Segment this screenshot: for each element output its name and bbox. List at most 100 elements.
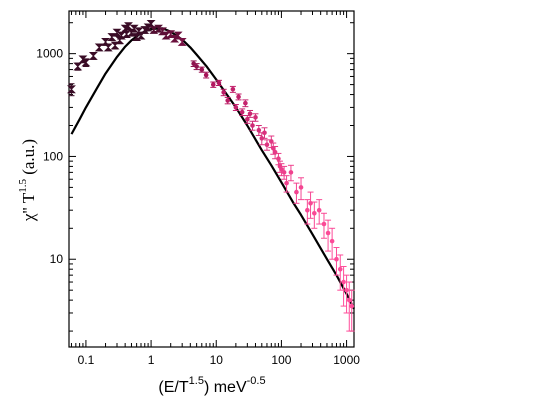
fit-curve: [70, 27, 355, 310]
circle-marker: [312, 210, 317, 216]
data-point: [343, 274, 350, 314]
fit-curve-group: [70, 27, 355, 310]
data-point: [293, 182, 300, 204]
data-point: [103, 43, 113, 52]
data-point: [224, 96, 231, 105]
circle-marker: [298, 185, 304, 190]
y-tick-label: 1000: [36, 47, 63, 61]
x-tick-label: 0.1: [78, 353, 95, 367]
circle-marker: [253, 115, 258, 120]
data-point: [66, 83, 76, 97]
data-point: [287, 164, 294, 182]
circle-marker: [247, 111, 253, 117]
circle-marker: [279, 166, 284, 172]
hourglass-marker: [124, 22, 133, 31]
data-point: [278, 163, 285, 177]
hourglass-marker: [170, 34, 180, 43]
circle-marker: [230, 87, 236, 92]
circle-marker: [225, 98, 231, 103]
hourglass-marker: [154, 24, 163, 33]
data-point: [320, 212, 327, 239]
data-point: [173, 31, 183, 40]
circle-marker: [321, 221, 327, 227]
y-axis-title: χ'' T1.5 (a.u.): [17, 139, 38, 222]
data-point: [329, 227, 336, 260]
data-point: [275, 152, 282, 166]
x-tick-label: 1: [148, 353, 155, 367]
hourglass-marker: [161, 31, 171, 40]
circle-marker: [233, 105, 239, 110]
circle-marker: [276, 156, 281, 162]
data-point: [340, 265, 347, 307]
hourglass-marker: [173, 31, 183, 40]
data-point: [304, 199, 311, 225]
circle-marker: [349, 303, 355, 309]
data-point: [252, 113, 259, 122]
circle-marker: [216, 80, 222, 86]
data-point: [242, 99, 249, 108]
data-point: [203, 71, 210, 79]
data-point: [247, 109, 254, 118]
circle-marker: [305, 207, 310, 213]
hourglass-marker: [127, 28, 136, 37]
data-point: [283, 175, 290, 193]
y-axis-title-sup: 1.5: [17, 179, 29, 193]
x-axis-title-sup: 1.5: [189, 375, 204, 387]
circle-marker: [199, 67, 205, 72]
circle-marker: [288, 170, 294, 175]
axis-ticks: [69, 11, 354, 347]
data-point: [229, 85, 236, 93]
circle-marker: [210, 82, 216, 87]
data-point: [81, 58, 91, 67]
plot-frame: [68, 10, 355, 348]
hourglass-marker: [73, 62, 83, 71]
hourglass-marker: [146, 19, 156, 28]
data-point: [107, 33, 117, 41]
data-point: [73, 62, 83, 71]
hourglass-marker: [107, 33, 117, 41]
data-point: [325, 219, 332, 252]
circle-marker: [346, 297, 352, 303]
data-point: [235, 93, 242, 101]
data-point: [348, 289, 355, 332]
circle-marker: [262, 130, 267, 136]
hourglass-marker: [66, 85, 76, 94]
data-point: [110, 41, 120, 50]
data-point: [94, 43, 104, 52]
data-point: [298, 177, 305, 201]
circle-marker: [284, 180, 289, 186]
data-point: [263, 139, 270, 151]
hourglass-marker: [81, 58, 91, 67]
y-axis-title-main: χ'' T: [19, 192, 38, 222]
circle-marker: [264, 142, 270, 148]
data-point: [239, 108, 246, 117]
circle-marker: [256, 127, 262, 133]
data-points-group: [66, 19, 355, 332]
data-point: [337, 254, 344, 291]
circle-marker: [270, 146, 276, 151]
hourglass-marker: [112, 28, 122, 37]
data-point: [232, 104, 239, 111]
circle-marker: [203, 72, 209, 78]
hourglass-marker: [177, 38, 187, 46]
hourglass-marker: [94, 43, 104, 52]
x-axis-title-tail: ) meV: [204, 379, 247, 396]
tick-labels-group: 0.1 1 10 100 1000 10 100 1000: [36, 47, 360, 367]
circle-marker: [316, 207, 322, 213]
x-tick-label: 100: [271, 353, 291, 367]
x-axis-unit-sup: -0.5: [247, 375, 266, 387]
circle-marker: [344, 287, 349, 293]
data-point: [215, 79, 222, 86]
x-axis-title-main: (E/T: [158, 379, 188, 396]
data-point: [177, 38, 187, 46]
data-point: [161, 31, 171, 40]
hourglass-marker: [103, 43, 113, 52]
hourglass-marker: [129, 24, 139, 33]
x-tick-label: 10: [210, 353, 224, 367]
circle-marker: [221, 90, 226, 95]
data-point: [129, 24, 139, 33]
data-point: [154, 24, 163, 33]
data-point: [316, 199, 323, 225]
data-point: [112, 28, 122, 37]
